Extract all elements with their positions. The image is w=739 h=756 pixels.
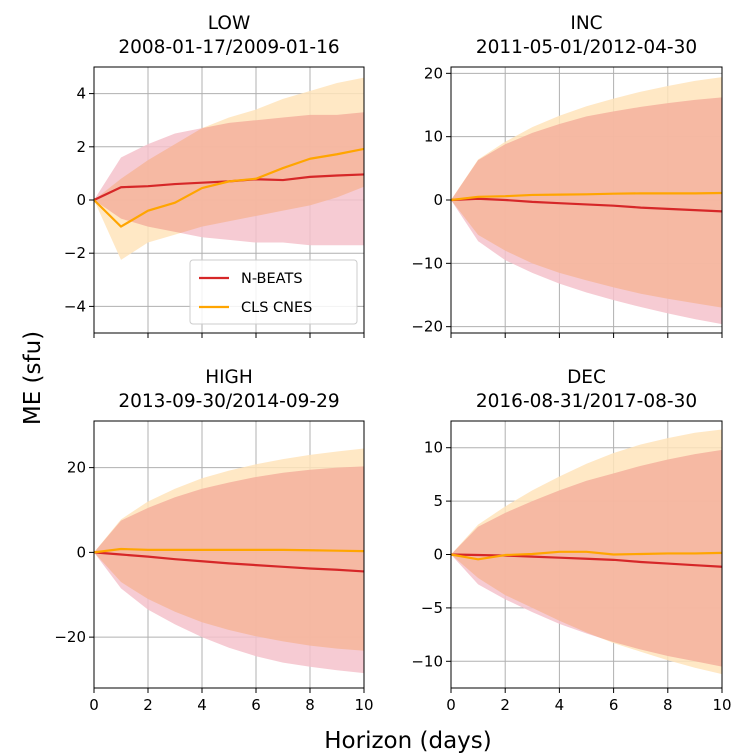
- y-tick-label: 20: [424, 64, 443, 82]
- axes-frame: [93, 420, 365, 689]
- plot-data: [94, 77, 364, 260]
- x-tick-label: 10: [712, 696, 731, 714]
- y-tick-label: 4: [76, 85, 86, 103]
- x-tick-label: 0: [446, 696, 456, 714]
- y-tick-label: −5: [421, 599, 443, 617]
- y-tick-label: 0: [433, 546, 443, 564]
- x-tick-label: 8: [305, 696, 315, 714]
- y-tick-label: 10: [424, 128, 443, 146]
- x-tick-label: 4: [555, 696, 565, 714]
- y-tick-label: −20: [54, 628, 86, 646]
- x-axis-label: Horizon (days): [324, 728, 491, 754]
- y-tick-label: −10: [411, 254, 443, 272]
- y-tick-label: −10: [411, 652, 443, 670]
- x-tick-label: 2: [143, 696, 153, 714]
- y-tick-label: 0: [76, 543, 86, 561]
- y-tick-label: −20: [411, 318, 443, 336]
- subplot-0: LOW 2008-01-17/2009-01-16 −4 −2 0 2 4 N-BEATS CL…: [64, 13, 365, 338]
- uncertainty-band-cls-cnes: [451, 77, 722, 308]
- y-tick-label: −4: [64, 297, 86, 315]
- subplot-title-regime: LOW: [208, 13, 251, 34]
- x-tick-label: 4: [197, 696, 207, 714]
- subplot-2: HIGH 2013-09-30/2014-09-29 −20 0 20 0 2 4 6 8 10: [54, 367, 373, 714]
- legend-label: N-BEATS: [241, 271, 303, 287]
- y-tick-label: −2: [64, 244, 86, 262]
- x-tick-label: 8: [663, 696, 673, 714]
- y-tick-label: 2: [76, 138, 86, 156]
- plot-data: [94, 448, 364, 674]
- subplot-1: INC 2011-05-01/2012-04-30 −20 −10 0 10 20: [411, 13, 723, 338]
- subplot-title-regime: INC: [570, 13, 602, 34]
- uncertainty-band-cls-cnes: [94, 77, 364, 260]
- plot-data: [451, 77, 722, 325]
- y-tick-label: 0: [76, 191, 86, 209]
- subplot-title-dates: 2008-01-17/2009-01-16: [118, 37, 339, 58]
- x-tick-label: 0: [89, 696, 99, 714]
- subplot-title-dates: 2011-05-01/2012-04-30: [476, 37, 697, 58]
- subplot-title-dates: 2016-08-31/2017-08-30: [476, 391, 697, 412]
- legend-box: [189, 259, 358, 325]
- subplot-grid: LOW2008-01-17/2009-01-16−4−2024N-BEATSCL…: [54, 13, 731, 714]
- x-tick-label: 6: [609, 696, 619, 714]
- subplot-title-regime: DEC: [567, 367, 606, 388]
- y-tick-label: 5: [433, 492, 443, 510]
- x-tick-label: 6: [251, 696, 261, 714]
- y-tick-label: 10: [424, 439, 443, 457]
- x-tick-label: 10: [354, 696, 373, 714]
- plot-data: [451, 429, 722, 675]
- legend: N-BEATS CLS CNES: [189, 259, 358, 325]
- legend-label: CLS CNES: [241, 300, 312, 316]
- y-tick-label: 20: [67, 459, 86, 477]
- y-axis-label: ME (sfu): [20, 331, 46, 425]
- y-tick-label: 0: [433, 191, 443, 209]
- subplot-3: DEC 2016-08-31/2017-08-30 −10 −5 0 5 10 0 2 4 6 8 10: [411, 367, 731, 714]
- subplot-title-regime: HIGH: [205, 367, 253, 388]
- subplot-title-dates: 2013-09-30/2014-09-29: [118, 391, 339, 412]
- x-tick-label: 2: [500, 696, 510, 714]
